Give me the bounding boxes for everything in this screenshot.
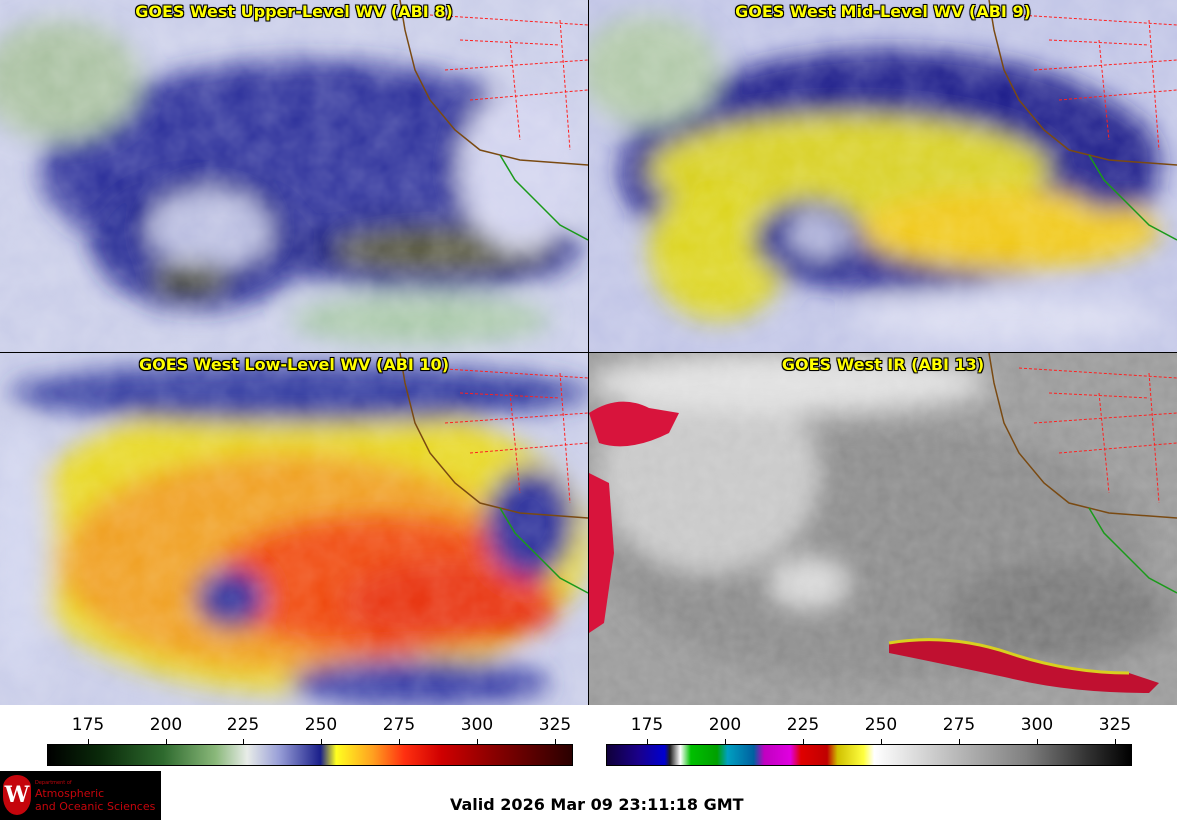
- panel-title: GOES West IR (ABI 13): [781, 355, 985, 374]
- panel-upper-level-wv: GOES West Upper-Level WV (ABI 8): [0, 0, 588, 352]
- wv-tick-label: 300: [460, 715, 494, 735]
- panel-ir: GOES West IR (ABI 13): [589, 353, 1177, 705]
- wv-colorbar: [47, 744, 573, 766]
- upper-level-wv-image: [0, 0, 588, 352]
- wv-tick-label: 250: [304, 715, 338, 735]
- ir-tick-label: 300: [1020, 715, 1054, 735]
- low-level-wv-image: [0, 353, 588, 705]
- aos-logo: W Department of Atmospheric and Oceanic …: [0, 771, 161, 820]
- panel-title: GOES West Mid-Level WV (ABI 9): [735, 2, 1031, 21]
- wv-tick-label: 225: [226, 715, 260, 735]
- ir-tick-label: 250: [864, 715, 898, 735]
- ir-tick-label: 225: [786, 715, 820, 735]
- ir-tick-label: 325: [1098, 715, 1132, 735]
- uw-seal-icon: W: [3, 775, 31, 815]
- wv-tick-label: 275: [382, 715, 416, 735]
- panel-divider-horizontal: [0, 352, 1177, 353]
- ir-colorbar: [606, 744, 1132, 766]
- panel-low-level-wv: GOES West Low-Level WV (ABI 10): [0, 353, 588, 705]
- wv-tick-label: 200: [149, 715, 183, 735]
- panel-mid-level-wv: GOES West Mid-Level WV (ABI 9): [589, 0, 1177, 352]
- logo-line-2: and Oceanic Sciences: [35, 800, 156, 813]
- ir-tick-label: 275: [942, 715, 976, 735]
- logo-line-1: Atmospheric: [35, 787, 105, 800]
- logo-department: Department of: [35, 780, 72, 786]
- wv-tick-label: 325: [538, 715, 572, 735]
- wv-tick-label: 175: [71, 715, 105, 735]
- panel-title: GOES West Upper-Level WV (ABI 8): [135, 2, 453, 21]
- ir-image: [589, 353, 1177, 705]
- panel-title: GOES West Low-Level WV (ABI 10): [138, 355, 449, 374]
- valid-time: Valid 2026 Mar 09 23:11:18 GMT: [450, 795, 744, 814]
- ir-tick-label: 175: [630, 715, 664, 735]
- mid-level-wv-image: [589, 0, 1177, 352]
- ir-tick-label: 200: [708, 715, 742, 735]
